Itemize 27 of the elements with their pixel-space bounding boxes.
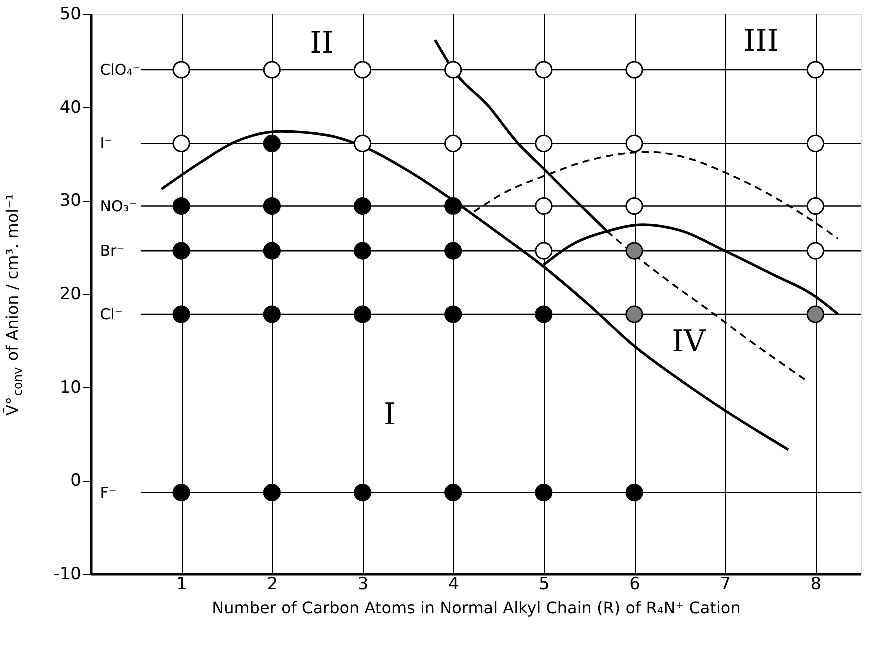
ref-line-label: I⁻ xyxy=(100,134,113,153)
ref-line-label: F⁻ xyxy=(100,484,117,502)
ref-line-label: ClO₄⁻ xyxy=(100,61,141,79)
y-tick-label: 40 xyxy=(60,98,82,118)
y-tick-label: -10 xyxy=(54,564,82,584)
x-tick-label: 1 xyxy=(176,574,188,594)
x-tick-label: 3 xyxy=(358,574,369,594)
x-tick-label: 5 xyxy=(539,574,550,594)
y-axis-title: V̄°conv of Anion / cm³. mol⁻¹ xyxy=(3,194,25,416)
ref-line-label: NO₃⁻ xyxy=(100,197,138,216)
x-tick-label: 4 xyxy=(448,574,460,594)
y-tick-label: 10 xyxy=(60,378,82,398)
y-tick-label: 50 xyxy=(60,4,82,24)
annotation: II xyxy=(310,26,334,61)
ref-line-label: Br⁻ xyxy=(100,242,125,260)
annotation: I xyxy=(384,397,396,432)
x-tick-label: 2 xyxy=(267,574,278,594)
annotation: III xyxy=(744,24,780,59)
x-tick-label: 6 xyxy=(630,574,640,594)
y-tick-label: 0 xyxy=(70,471,82,492)
y-tick-label: 20 xyxy=(60,284,82,304)
x-axis-title: Number of Carbon Atoms in Normal Alkyl Chain (R) of R₄N⁺ Cation xyxy=(212,598,741,618)
y-tick-label: 30 xyxy=(60,191,82,212)
ref-line-label: Cl⁻ xyxy=(100,306,123,324)
x-tick-label: 7 xyxy=(720,574,732,594)
x-tick-label: 8 xyxy=(810,574,822,594)
annotation: IV xyxy=(672,324,707,360)
